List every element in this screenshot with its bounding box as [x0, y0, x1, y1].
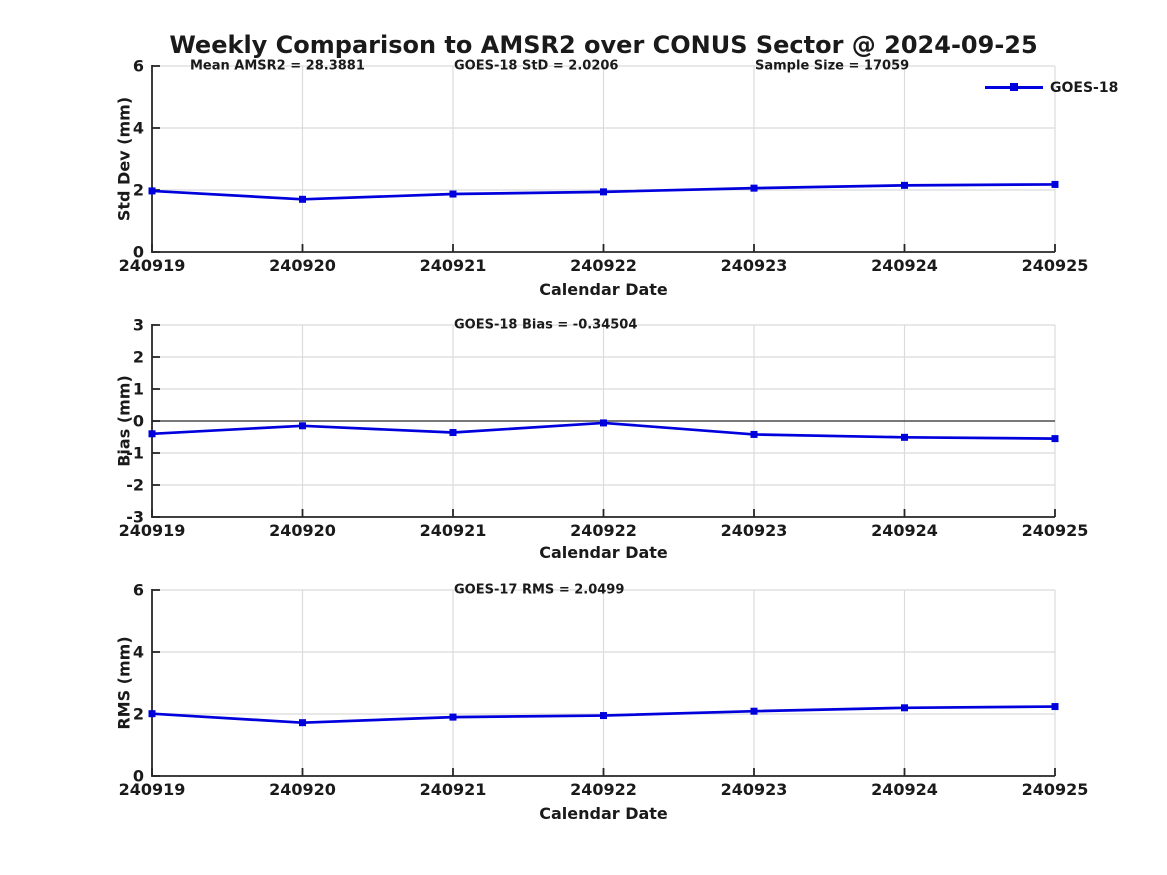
x-tick-label: 240925: [1021, 521, 1089, 540]
data-point-marker: [750, 430, 758, 438]
data-point-marker: [299, 195, 306, 203]
data-point-marker: [148, 187, 156, 195]
y-tick-label: 4: [132, 642, 144, 662]
x-tick-label: 240925: [1021, 780, 1089, 799]
data-point-marker: [449, 429, 457, 437]
data-point-marker: [449, 190, 457, 198]
data-point-marker: [901, 433, 908, 441]
y-tick-label: 1: [132, 379, 144, 399]
x-tick-label: 240925: [1021, 256, 1089, 275]
x-tick-label: 240921: [419, 780, 487, 799]
x-tick-label: 240924: [871, 780, 938, 799]
panel-annotation: Mean AMSR2 = 28.3881: [190, 58, 365, 74]
x-tick-label: 240923: [720, 780, 788, 799]
data-point-marker: [600, 419, 607, 427]
y-tick-label: 0: [132, 411, 144, 431]
data-point-marker: [600, 712, 607, 720]
data-point-marker: [1051, 435, 1059, 443]
panel-bias: [148, 324, 1059, 518]
legend-square-marker-icon: [1010, 83, 1018, 91]
data-point-marker: [148, 430, 156, 438]
panel-annotation: GOES-18 Bias = -0.34504: [454, 317, 638, 333]
y-tick-label: -3: [126, 507, 144, 527]
page-title: Weekly Comparison to AMSR2 over CONUS Se…: [169, 31, 1038, 59]
data-point-marker: [901, 181, 908, 189]
y-tick-label: 3: [132, 315, 144, 335]
x-tick-label: 240923: [720, 256, 788, 275]
data-point-marker: [750, 707, 758, 715]
data-point-marker: [449, 713, 457, 721]
y-tick-label: 0: [132, 766, 144, 786]
x-axis-title: Calendar Date: [539, 280, 668, 299]
panel-annotation: GOES-17 RMS = 2.0499: [454, 582, 625, 598]
x-tick-label: 240919: [118, 521, 186, 540]
x-tick-label: 240922: [570, 521, 637, 540]
data-point-marker: [1051, 703, 1059, 711]
data-point-marker: [901, 704, 908, 712]
data-point-marker: [148, 710, 156, 718]
x-tick-label: 240922: [570, 780, 637, 799]
y-tick-label: 2: [132, 180, 144, 200]
x-tick-label: 240920: [269, 780, 336, 799]
data-point-marker: [600, 188, 607, 196]
x-axis-title: Calendar Date: [539, 804, 668, 823]
y-tick-label: 2: [132, 347, 144, 367]
y-tick-label: -2: [126, 475, 144, 495]
panel-std-dev: [148, 65, 1059, 253]
x-tick-label: 240923: [720, 521, 788, 540]
y-tick-label: -1: [126, 443, 144, 463]
x-tick-label: 240921: [419, 256, 487, 275]
data-point-marker: [1051, 180, 1059, 188]
data-point-marker: [750, 184, 758, 192]
x-tick-label: 240924: [871, 256, 938, 275]
data-point-marker: [299, 422, 306, 430]
x-tick-label: 240920: [269, 256, 336, 275]
y-tick-label: 6: [132, 580, 144, 600]
x-tick-label: 240920: [269, 521, 336, 540]
panel-annotation: GOES-18 StD = 2.0206: [454, 58, 619, 74]
y-tick-label: 2: [132, 704, 144, 724]
legend-line-sample: [985, 83, 1043, 91]
x-tick-label: 240924: [871, 521, 938, 540]
x-tick-label: 240921: [419, 521, 487, 540]
y-tick-label: 0: [132, 242, 144, 262]
data-point-marker: [299, 719, 306, 727]
x-tick-label: 240922: [570, 256, 637, 275]
x-tick-label: 240919: [118, 256, 186, 275]
y-tick-label: 4: [132, 118, 144, 138]
y-tick-label: 6: [132, 56, 144, 76]
panel-annotation: Sample Size = 17059: [755, 58, 910, 74]
y-axis-title: Std Dev (mm): [114, 96, 134, 222]
x-tick-label: 240919: [118, 780, 186, 799]
legend: GOES-18: [985, 79, 1119, 96]
legend-label: GOES-18: [1050, 79, 1119, 96]
panel-rms: [148, 589, 1059, 777]
x-axis-title: Calendar Date: [539, 543, 668, 562]
